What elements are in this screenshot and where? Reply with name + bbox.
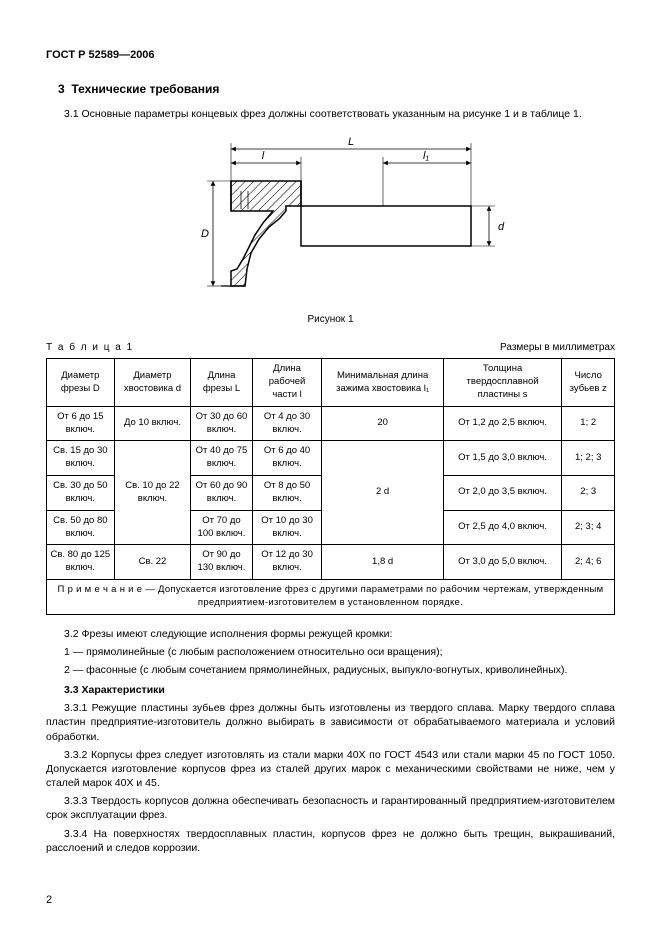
dim-label-L: L <box>347 136 353 148</box>
cell: До 10 включ. <box>114 406 191 441</box>
cell: Св. 50 до 80 включ. <box>47 510 115 545</box>
para-3-3-3: 3.3.3 Твердость корпусов должна обеспечи… <box>46 794 615 822</box>
table-note-row: П р и м е ч а н и е — Допускается изгото… <box>47 579 615 614</box>
th-L: Длина фрезы L <box>191 359 252 406</box>
para-3-2: 3.2 Фрезы имеют следующие исполнения фор… <box>46 627 615 641</box>
table-units: Размеры в миллиметрах <box>500 341 615 355</box>
cell: От 2,0 до 3,5 включ. <box>443 476 562 511</box>
table-caption: Т а б л и ц а 1 Размеры в миллиметрах <box>46 341 615 355</box>
th-D: Диаметр фрезы D <box>47 359 115 406</box>
cell: От 90 до 130 включ. <box>191 545 252 580</box>
dim-label-D: D <box>201 228 209 240</box>
cell: Св. 80 до 125 включ. <box>47 545 115 580</box>
cell: От 2,5 до 4,0 включ. <box>443 510 562 545</box>
th-d: Диаметр хвостовика d <box>114 359 191 406</box>
cell: 2; 4; 6 <box>562 545 615 580</box>
table-note: П р и м е ч а н и е — Допускается изгото… <box>47 579 615 614</box>
figure-1: L l l₁ D d <box>46 131 615 305</box>
cell: 20 <box>322 406 443 441</box>
parameters-table: Диаметр фрезы D Диаметр хвостовика d Дли… <box>46 358 615 614</box>
cell: От 70 до 100 включ. <box>191 510 252 545</box>
para-3-1: 3.1 Основные параметры концевых фрез дол… <box>46 107 615 121</box>
cell: Св. 10 до 22 включ. <box>114 441 191 545</box>
page-number: 2 <box>46 893 52 908</box>
para-3-3-4: 3.3.4 На поверхностях твердосплавных пла… <box>46 827 615 855</box>
cell: От 8 до 50 включ. <box>252 476 322 511</box>
figure-caption: Рисунок 1 <box>46 313 615 327</box>
cell: От 60 до 90 включ. <box>191 476 252 511</box>
para-3-3-head: 3.3 Характеристики <box>46 683 615 697</box>
table-row: От 6 до 15 включ. До 10 включ. От 30 до … <box>47 406 615 441</box>
cell: От 4 до 30 включ. <box>252 406 322 441</box>
cell: От 12 до 30 включ. <box>252 545 322 580</box>
document-header: ГОСТ Р 52589—2006 <box>46 48 615 63</box>
section-title: 3 Технические требования <box>46 81 615 97</box>
cell: Св. 30 до 50 включ. <box>47 476 115 511</box>
cell: От 6 до 40 включ. <box>252 441 322 476</box>
cell: Св. 22 <box>114 545 191 580</box>
technical-drawing: L l l₁ D d <box>151 131 511 301</box>
th-l1: Минимальная длина зажима хвостовика l₁ <box>322 359 443 406</box>
para-3-2-2: 2 — фасонные (с любым сочетанием прямоли… <box>46 663 615 677</box>
cell: От 40 до 75 включ. <box>191 441 252 476</box>
th-z: Число зубьев z <box>562 359 615 406</box>
cell: От 30 до 60 включ. <box>191 406 252 441</box>
cell: От 1,2 до 2,5 включ. <box>443 406 562 441</box>
table-row: Св. 15 до 30 включ. Св. 10 до 22 включ. … <box>47 441 615 476</box>
cell: 1; 2 <box>562 406 615 441</box>
th-s: Толщина твердосплавной пластины s <box>443 359 562 406</box>
dim-label-l1: l₁ <box>423 150 429 162</box>
dim-label-d: d <box>497 221 504 233</box>
table-label: Т а б л и ц а 1 <box>46 341 134 355</box>
cell: От 1,5 до 3,0 включ. <box>443 441 562 476</box>
th-l: Длина рабочей части l <box>252 359 322 406</box>
para-3-3-2: 3.3.2 Корпусы фрез следует изготовлять и… <box>46 748 615 791</box>
cell: 2; 3; 4 <box>562 510 615 545</box>
cell: От 10 до 30 включ. <box>252 510 322 545</box>
cell: 2; 3 <box>562 476 615 511</box>
table-row: Св. 80 до 125 включ. Св. 22 От 90 до 130… <box>47 545 615 580</box>
para-3-3-1: 3.3.1 Режущие пластины зубьев фрез должн… <box>46 701 615 744</box>
dim-label-l: l <box>261 150 264 162</box>
section-name: Технические требования <box>71 82 219 96</box>
para-3-2-1: 1 — прямолинейные (с любым расположением… <box>46 645 615 659</box>
cell: От 6 до 15 включ. <box>47 406 115 441</box>
cell: 1; 2; 3 <box>562 441 615 476</box>
cell: 2 d <box>322 441 443 545</box>
cell: 1,8 d <box>322 545 443 580</box>
table-header-row: Диаметр фрезы D Диаметр хвостовика d Дли… <box>47 359 615 406</box>
section-num: 3 <box>58 82 65 96</box>
cell: Св. 15 до 30 включ. <box>47 441 115 476</box>
cell: От 3,0 до 5,0 включ. <box>443 545 562 580</box>
